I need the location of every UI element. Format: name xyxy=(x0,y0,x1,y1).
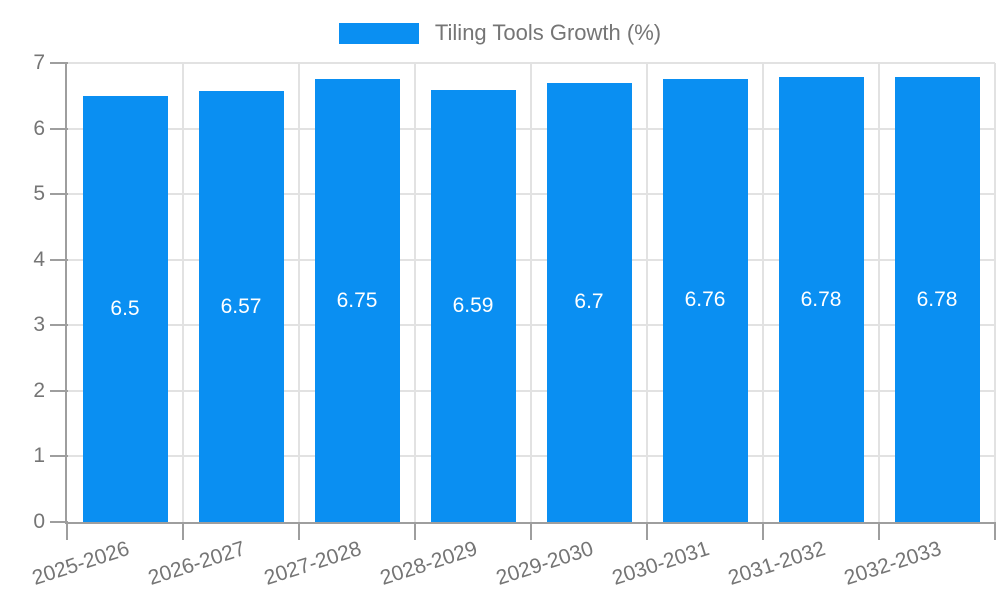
v-gridline xyxy=(298,63,300,522)
plot-area: 6.5 6.57 6.75 6.59 6.7 6.76 6.78 6.78 xyxy=(67,62,996,522)
x-axis-line xyxy=(65,522,995,524)
y-tick-label: 7 xyxy=(33,51,45,74)
x-tick xyxy=(182,522,184,540)
y-tick xyxy=(50,324,68,327)
y-tick xyxy=(50,193,68,196)
bar: 6.59 xyxy=(430,89,516,522)
y-tick xyxy=(50,258,68,261)
x-tick xyxy=(762,522,764,540)
bar: 6.75 xyxy=(314,79,400,522)
y-tick-label: 1 xyxy=(33,444,45,468)
y-tick-label: 6 xyxy=(33,116,45,140)
v-gridline xyxy=(530,63,532,522)
y-axis-line xyxy=(65,63,67,522)
y-tick xyxy=(50,127,68,130)
bar: 6.76 xyxy=(662,78,748,522)
y-tick-label: 3 xyxy=(33,313,45,337)
y-tick-label: 0 xyxy=(33,510,45,533)
x-tick xyxy=(646,522,648,540)
bar-value-label: 6.78 xyxy=(916,287,958,311)
y-tick xyxy=(50,389,68,392)
x-tick xyxy=(530,522,532,540)
bar: 6.5 xyxy=(82,95,168,522)
bar: 6.78 xyxy=(778,77,864,522)
bar: 6.57 xyxy=(198,91,284,522)
bar-value-label: 6.75 xyxy=(336,288,378,312)
v-gridline xyxy=(878,63,880,522)
x-tick xyxy=(994,522,996,540)
bar-value-label: 6.5 xyxy=(110,296,140,320)
y-tick xyxy=(50,62,68,64)
y-tick-label: 2 xyxy=(33,378,45,402)
y-tick xyxy=(50,455,68,458)
x-tick xyxy=(878,522,880,540)
bar: 6.78 xyxy=(894,77,980,522)
bar-value-label: 6.57 xyxy=(220,294,262,318)
v-gridline xyxy=(994,63,996,522)
y-tick xyxy=(50,521,68,523)
bar: 6.7 xyxy=(546,82,632,522)
bar-value-label: 6.76 xyxy=(684,288,726,312)
v-gridline xyxy=(182,63,184,522)
x-tick xyxy=(66,522,68,540)
v-gridline xyxy=(762,63,764,522)
x-tick xyxy=(298,522,300,540)
v-gridline xyxy=(646,63,648,522)
legend-swatch xyxy=(338,22,419,44)
y-tick-label: 4 xyxy=(33,247,45,271)
x-tick xyxy=(414,522,416,540)
bar-value-label: 6.78 xyxy=(800,287,842,311)
legend-title: Tiling Tools Growth (%) xyxy=(434,20,662,45)
bar-value-label: 6.7 xyxy=(574,290,604,314)
legend: Tiling Tools Growth (%) xyxy=(0,20,1000,46)
v-gridline xyxy=(414,63,416,522)
bar-value-label: 6.59 xyxy=(452,293,494,317)
y-tick-label: 5 xyxy=(33,182,45,206)
